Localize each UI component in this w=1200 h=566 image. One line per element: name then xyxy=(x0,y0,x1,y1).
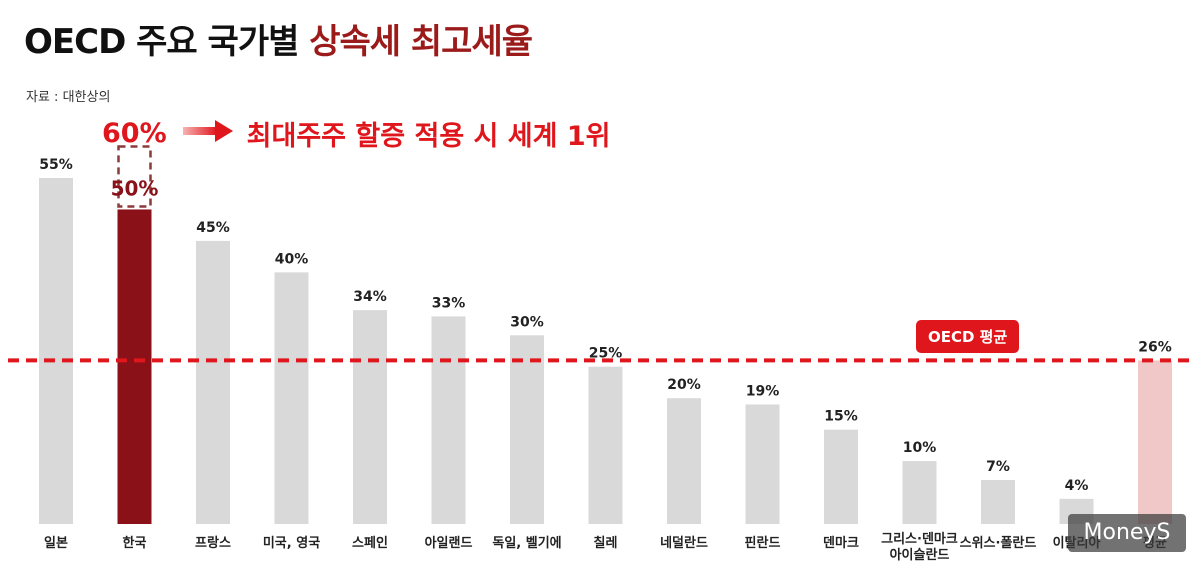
value-label-9: 19% xyxy=(746,383,780,399)
bar-1 xyxy=(117,209,152,525)
bar-7 xyxy=(588,366,623,524)
category-label-9: 핀란드 xyxy=(745,535,781,551)
value-label-13: 4% xyxy=(1065,478,1089,494)
bar-9 xyxy=(745,404,780,524)
bar-10 xyxy=(824,429,858,524)
bar-4 xyxy=(353,310,387,524)
category-label-0: 일본 xyxy=(44,536,68,551)
bar-12 xyxy=(981,479,1015,524)
category-label-6: 독일, 벨기에 xyxy=(492,535,561,551)
arrow-right-icon xyxy=(182,118,233,149)
title-accent: 상속세 최고세율 xyxy=(309,22,533,62)
category-label-11-0: 그리스·덴마크 xyxy=(881,531,958,547)
value-label-1: 50% xyxy=(111,176,159,200)
value-label-7: 25% xyxy=(589,346,623,362)
value-label-10: 15% xyxy=(824,409,858,425)
category-label-5: 아일랜드 xyxy=(425,535,473,551)
value-label-4: 34% xyxy=(353,289,387,305)
value-label-12: 7% xyxy=(986,459,1010,475)
category-label-4: 스페인 xyxy=(352,535,388,551)
category-label-11-1: 아이슬란드 xyxy=(890,547,950,563)
value-label-14: 26% xyxy=(1138,339,1172,355)
value-label-11: 10% xyxy=(903,440,937,456)
page-title: OECD 주요 국가별 상속세 최고세율 xyxy=(24,14,533,63)
bar-3 xyxy=(274,272,309,524)
value-label-2: 45% xyxy=(196,220,230,236)
category-label-3: 미국, 영국 xyxy=(263,535,320,551)
category-label-8: 네덜란드 xyxy=(660,535,708,551)
bar-11 xyxy=(902,461,937,524)
value-label-3: 40% xyxy=(275,251,309,267)
value-label-6: 30% xyxy=(510,314,544,330)
value-label-8: 20% xyxy=(667,377,701,393)
surcharge-callout: 60% 최대주주 할증 적용 시 세계 1위 xyxy=(102,114,611,153)
bar-14 xyxy=(1138,360,1172,524)
category-label-7: 칠레 xyxy=(594,535,618,551)
callout-value: 60% xyxy=(102,118,167,149)
bar-2 xyxy=(196,240,230,524)
bar-5 xyxy=(431,316,466,524)
bar-8 xyxy=(667,398,701,524)
surcharge-dashed-box xyxy=(117,145,152,208)
bar-6 xyxy=(510,335,544,524)
oecd-average-badge: OECD 평균 xyxy=(916,320,1020,353)
category-label-1: 한국 xyxy=(123,535,147,551)
value-label-0: 55% xyxy=(39,157,73,173)
bar-0 xyxy=(39,178,73,524)
title-main: OECD 주요 국가별 xyxy=(24,22,310,62)
category-label-12: 스위스·폴란드 xyxy=(960,536,1037,551)
moneys-watermark: MoneyS xyxy=(1068,514,1186,552)
value-label-5: 33% xyxy=(432,295,466,311)
category-label-10: 덴마크 xyxy=(823,535,859,551)
category-label-2: 프랑스 xyxy=(195,536,231,551)
source-note: 자료 : 대한상의 xyxy=(26,90,111,105)
callout-text: 최대주주 할증 적용 시 세계 1위 xyxy=(246,121,611,152)
